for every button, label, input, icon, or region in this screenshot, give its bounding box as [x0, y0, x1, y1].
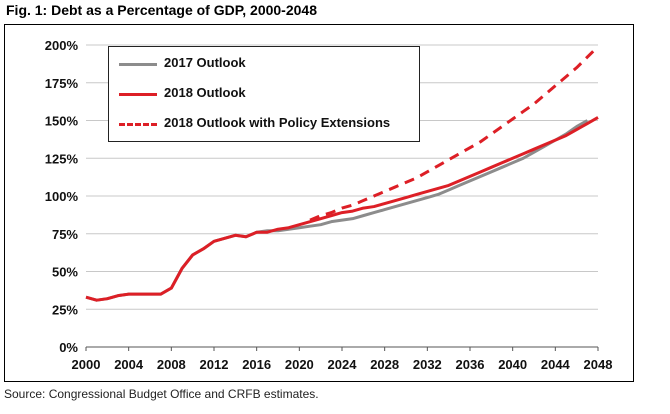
- x-tick-label: 2028: [370, 357, 399, 372]
- legend-swatch-2017-outlook: [119, 63, 157, 66]
- legend-swatch-2018-outlook: [119, 93, 157, 96]
- legend-item-2017-outlook: 2017 Outlook: [109, 53, 419, 75]
- series-line-2017-outlook: [85, 119, 589, 302]
- y-tick-label: 125%: [45, 151, 79, 166]
- x-tick-label: 2016: [242, 357, 271, 372]
- y-tick-label: 50%: [52, 265, 78, 280]
- x-tick-label: 2012: [200, 357, 229, 372]
- y-tick-label: 200%: [45, 38, 79, 53]
- series-line-policy-extensions: [309, 45, 600, 222]
- legend-item-policy-extensions: 2018 Outlook with Policy Extensions: [109, 113, 419, 135]
- x-tick-label: 2040: [498, 357, 527, 372]
- series-lines: [85, 45, 600, 302]
- x-tick-label: 2048: [584, 357, 613, 372]
- chart-legend: 2017 Outlook 2018 Outlook 2018 Outlook w…: [108, 46, 420, 142]
- x-tick-label: 2032: [413, 357, 442, 372]
- tick-labels: 0% 25% 50% 75% 100% 125% 150% 175% 200% 2000 2004 2…: [45, 38, 613, 372]
- y-tick-label: 150%: [45, 114, 79, 129]
- y-tick-label: 75%: [52, 227, 78, 242]
- legend-label: 2018 Outlook: [164, 85, 246, 100]
- x-tick-label: 2008: [157, 357, 186, 372]
- legend-item-2018-outlook: 2018 Outlook: [109, 83, 419, 105]
- chart-title: Fig. 1: Debt as a Percentage of GDP, 200…: [6, 2, 317, 18]
- source-note: Source: Congressional Budget Office and …: [4, 387, 319, 401]
- x-tick-label: 2036: [456, 357, 485, 372]
- y-tick-label: 175%: [45, 76, 79, 91]
- x-tick-label: 2004: [114, 357, 144, 372]
- legend-label: 2018 Outlook with Policy Extensions: [164, 115, 391, 130]
- y-tick-label: 100%: [45, 189, 79, 204]
- legend-label: 2017 Outlook: [164, 55, 246, 70]
- y-tick-label: 0%: [59, 340, 78, 355]
- x-tick-label: 2044: [541, 357, 571, 372]
- axes: [85, 346, 599, 351]
- y-tick-label: 25%: [52, 302, 78, 317]
- series-line-2018-outlook: [85, 116, 599, 302]
- legend-swatch-policy-extensions: [119, 123, 157, 126]
- x-tick-label: 2000: [72, 357, 101, 372]
- x-tick-label: 2024: [328, 357, 358, 372]
- x-tick-label: 2020: [285, 357, 314, 372]
